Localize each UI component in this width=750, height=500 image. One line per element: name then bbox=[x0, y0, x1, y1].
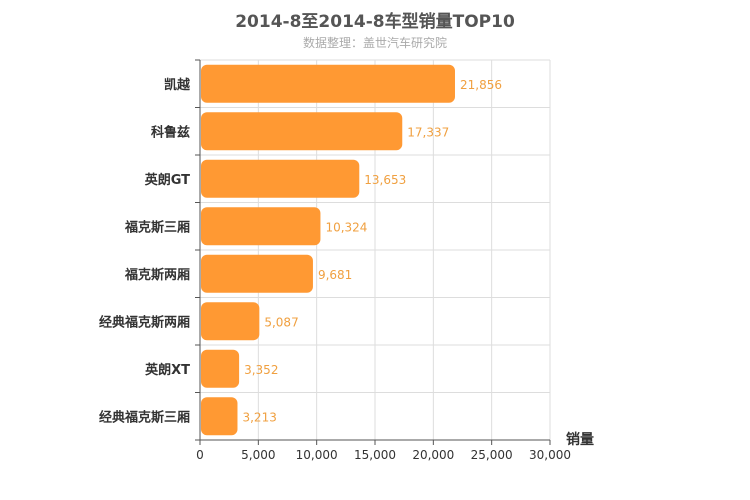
bar[interactable] bbox=[201, 302, 260, 341]
category-label: 凯越 bbox=[164, 77, 191, 93]
x-tick-label: 15,000 bbox=[354, 448, 396, 462]
data-label: 9,681 bbox=[318, 268, 352, 282]
bar[interactable] bbox=[201, 349, 240, 388]
data-label: 3,352 bbox=[244, 363, 278, 377]
category-label: 英朗XT bbox=[144, 362, 190, 378]
chart-subtitle: 数据整理：盖世汽车研究院 bbox=[302, 36, 447, 50]
category-label: 经典福克斯两厢 bbox=[99, 314, 190, 330]
data-labels: 21,856 17,337 13,653 10,324 9,681 5,087 3,352 3… bbox=[242, 78, 502, 425]
x-tick-label: 0 bbox=[196, 448, 204, 462]
data-label: 17,337 bbox=[407, 125, 449, 139]
x-tick-label: 5,000 bbox=[241, 448, 275, 462]
x-tick-label: 30,000 bbox=[529, 448, 571, 462]
x-tick-label: 20,000 bbox=[412, 448, 454, 462]
x-tick-label: 10,000 bbox=[296, 448, 338, 462]
category-label: 经典福克斯三厢 bbox=[99, 409, 190, 425]
bar[interactable] bbox=[201, 397, 238, 436]
x-axis-title: 销量 bbox=[566, 431, 594, 448]
bars bbox=[201, 64, 455, 436]
category-label: 福克斯两厢 bbox=[124, 267, 190, 283]
category-label: 福克斯三厢 bbox=[124, 219, 190, 235]
data-label: 21,856 bbox=[460, 78, 502, 92]
bar[interactable] bbox=[201, 64, 455, 103]
category-label: 科鲁兹 bbox=[151, 124, 190, 140]
data-label: 10,324 bbox=[325, 220, 367, 234]
x-tick-labels: 0 5,000 10,000 15,000 20,000 25,000 30,000 bbox=[196, 448, 571, 462]
category-label: 英朗GT bbox=[144, 172, 190, 188]
data-label: 3,213 bbox=[242, 410, 276, 424]
x-tick-label: 25,000 bbox=[471, 448, 513, 462]
grid-lines bbox=[195, 59, 551, 445]
bar[interactable] bbox=[201, 112, 403, 151]
chart-title: 2014-8至2014-8车型销量TOP10 bbox=[235, 12, 515, 32]
data-label: 5,087 bbox=[264, 315, 298, 329]
bar[interactable] bbox=[201, 254, 313, 293]
bar[interactable] bbox=[201, 207, 321, 246]
data-label: 13,653 bbox=[364, 173, 406, 187]
bar[interactable] bbox=[201, 159, 360, 198]
